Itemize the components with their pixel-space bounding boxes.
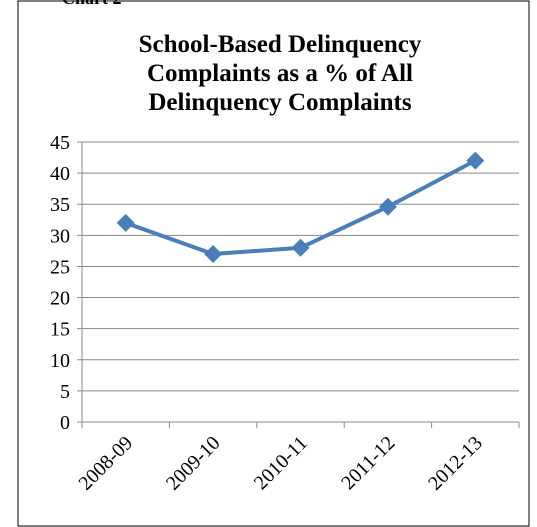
y-tick-label: 15: [50, 319, 70, 341]
y-tick-label: 10: [50, 350, 70, 372]
y-tick-label: 25: [50, 256, 70, 278]
y-tick-label: 0: [60, 412, 70, 434]
chart-title: Delinquency Complaints: [148, 89, 412, 116]
chart-border: [17, 0, 530, 527]
chart-title: Complaints as a % of All: [147, 60, 413, 87]
chart-title: School-Based Delinquency: [139, 31, 422, 58]
caption: Chart 2: [62, 0, 122, 8]
y-tick-label: 20: [50, 288, 70, 310]
y-tick-label: 30: [50, 225, 70, 247]
y-tick-label: 40: [50, 163, 70, 185]
marker: [466, 151, 485, 170]
y-tick-label: 35: [50, 194, 70, 216]
marker: [291, 238, 310, 257]
marker: [378, 197, 397, 216]
marker: [204, 245, 223, 263]
y-tick-label: 5: [60, 381, 70, 403]
y-tick-label: 45: [50, 132, 70, 154]
marker: [116, 213, 135, 232]
